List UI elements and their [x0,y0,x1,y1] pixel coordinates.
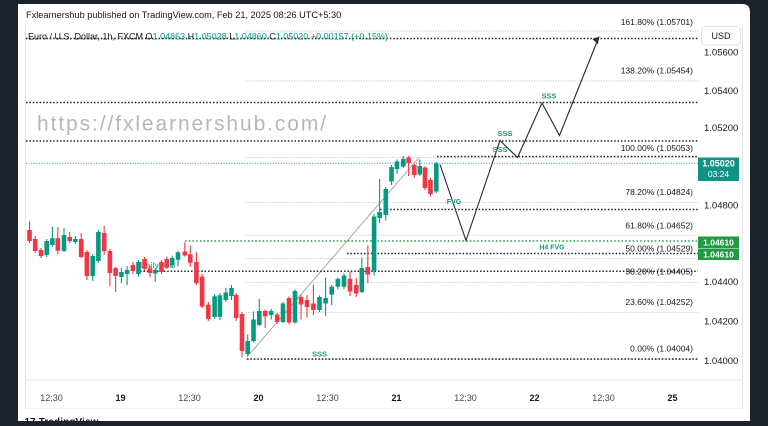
svg-text:1.05400: 1.05400 [704,86,738,97]
svg-text:1.04610: 1.04610 [703,250,734,260]
svg-text:100.00% (1.05053): 100.00% (1.05053) [621,143,693,153]
svg-text:12:30: 12:30 [316,393,339,403]
svg-text:https://fxlearnershub.com/: https://fxlearnershub.com/ [37,113,328,136]
svg-text:1.05200: 1.05200 [704,123,738,134]
svg-text:1.04610: 1.04610 [703,238,734,248]
svg-text:22: 22 [529,393,539,403]
svg-text:25: 25 [667,393,677,403]
svg-text:0.00% (1.04004): 0.00% (1.04004) [630,344,693,354]
svg-text:USD: USD [711,31,731,41]
svg-text:38.20% (1.04405): 38.20% (1.04405) [625,267,693,277]
svg-text:SSS: SSS [312,349,327,358]
svg-text:20: 20 [253,393,263,403]
svg-text:SSS: SSS [497,129,512,138]
svg-text:03:24: 03:24 [708,169,730,179]
svg-text:61.80% (1.04652): 61.80% (1.04652) [625,221,693,231]
svg-text:12:30: 12:30 [40,393,63,403]
svg-text:21: 21 [391,393,401,403]
svg-text:Fxlearnershub published on Tra: Fxlearnershub published on TradingView.c… [26,10,341,20]
svg-text:138.20% (1.05454): 138.20% (1.05454) [621,66,693,76]
svg-text:50.00% (1.04529): 50.00% (1.04529) [625,244,693,254]
svg-text:1.05600: 1.05600 [704,48,738,59]
svg-text:1.04000: 1.04000 [704,356,738,367]
svg-text:12:30: 12:30 [454,393,477,403]
svg-text:SSS: SSS [492,145,507,154]
svg-text:12:30: 12:30 [592,393,615,403]
svg-text:SSS: SSS [541,92,556,101]
svg-text:1.04400: 1.04400 [704,277,738,288]
svg-text:78.20% (1.04824): 78.20% (1.04824) [625,187,693,197]
svg-text:23.60% (1.04252): 23.60% (1.04252) [625,297,693,307]
svg-text:FVG: FVG [447,199,462,206]
svg-text:1.04800: 1.04800 [704,201,738,212]
svg-text:1.05020: 1.05020 [702,159,735,169]
svg-text:19: 19 [115,393,125,403]
svg-text:1.04200: 1.04200 [704,317,738,328]
svg-text:12:30: 12:30 [178,393,201,403]
svg-text:Euro / U.S. Dollar, 1h, FXCM O: Euro / U.S. Dollar, 1h, FXCM O1.04863 H1… [28,32,388,42]
svg-text:DailyJOB: DailyJOB [140,261,176,270]
svg-text:H4 FVG: H4 FVG [539,245,565,252]
svg-text:161.80% (1.05701): 161.80% (1.05701) [621,17,693,27]
